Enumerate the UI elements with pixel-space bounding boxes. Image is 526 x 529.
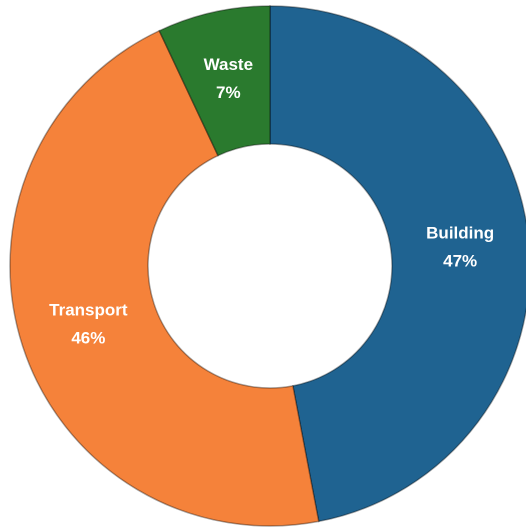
slice-label: Waste (204, 55, 253, 74)
donut-slice (158, 5, 271, 157)
slice-label: Transport (49, 301, 128, 320)
donut-slice (269, 5, 526, 523)
slice-value-label: 46% (71, 329, 105, 348)
donut-slice (9, 29, 320, 527)
slice-value-label: 47% (443, 252, 477, 271)
slice-label: Building (426, 224, 494, 243)
slice-value-label: 7% (216, 83, 241, 102)
